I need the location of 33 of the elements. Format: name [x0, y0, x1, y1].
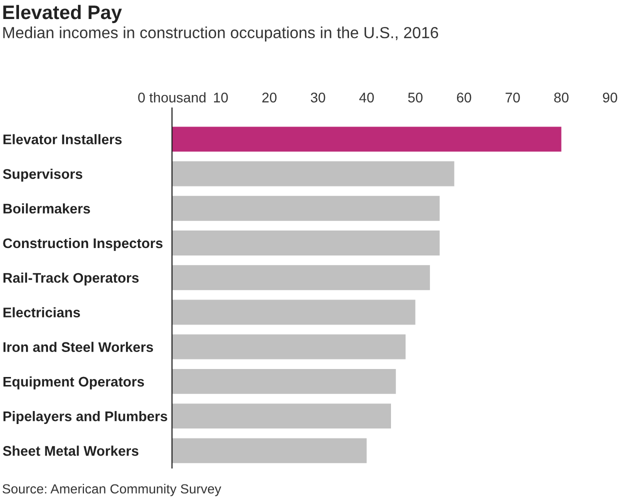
- bar: [172, 438, 367, 464]
- y-tick-label: Construction Inspectors: [3, 238, 162, 251]
- bar: [172, 161, 454, 186]
- x-tick-label: 40: [359, 92, 374, 102]
- y-tick-label: Rail-Track Operators: [3, 272, 139, 286]
- bar: [172, 369, 396, 394]
- bar: [172, 196, 440, 221]
- y-tick-label: Supervisors: [2, 168, 82, 182]
- x-tick-label: 90: [602, 92, 618, 102]
- bar: [172, 404, 391, 429]
- x-tick-label: 20: [262, 92, 277, 102]
- x-tick-label: 0 thousand: [138, 92, 206, 102]
- y-tick-label: Iron and Steel Workers: [3, 342, 154, 352]
- x-tick-label: 50: [408, 92, 423, 102]
- bar: [172, 300, 416, 325]
- x-tick-label: 70: [506, 92, 520, 102]
- x-tick-label: 80: [554, 92, 569, 102]
- x-tick-label: 30: [310, 92, 326, 102]
- bar: [172, 230, 440, 256]
- y-tick-label: Boilermakers: [3, 203, 90, 214]
- y-tick-label: Electricians: [3, 307, 80, 318]
- y-tick-label: Equipment Operators: [3, 376, 144, 390]
- source-note: Source: American Community Survey: [2, 484, 222, 496]
- bar: [172, 265, 430, 290]
- bar: [172, 334, 406, 360]
- y-tick-label: Pipelayers and Plumbers: [3, 411, 168, 424]
- y-tick-label: Sheet Metal Workers: [2, 446, 138, 456]
- chart-subtitle: Median incomes in construction occupations in the U.S., 2016: [3, 26, 438, 42]
- x-tick-label: 10: [214, 92, 228, 102]
- chart-title: Elevated Pay: [3, 4, 122, 24]
- y-tick-label: Elevator Installers: [3, 134, 122, 144]
- x-tick-label: 60: [456, 92, 472, 102]
- bar: [172, 126, 562, 152]
